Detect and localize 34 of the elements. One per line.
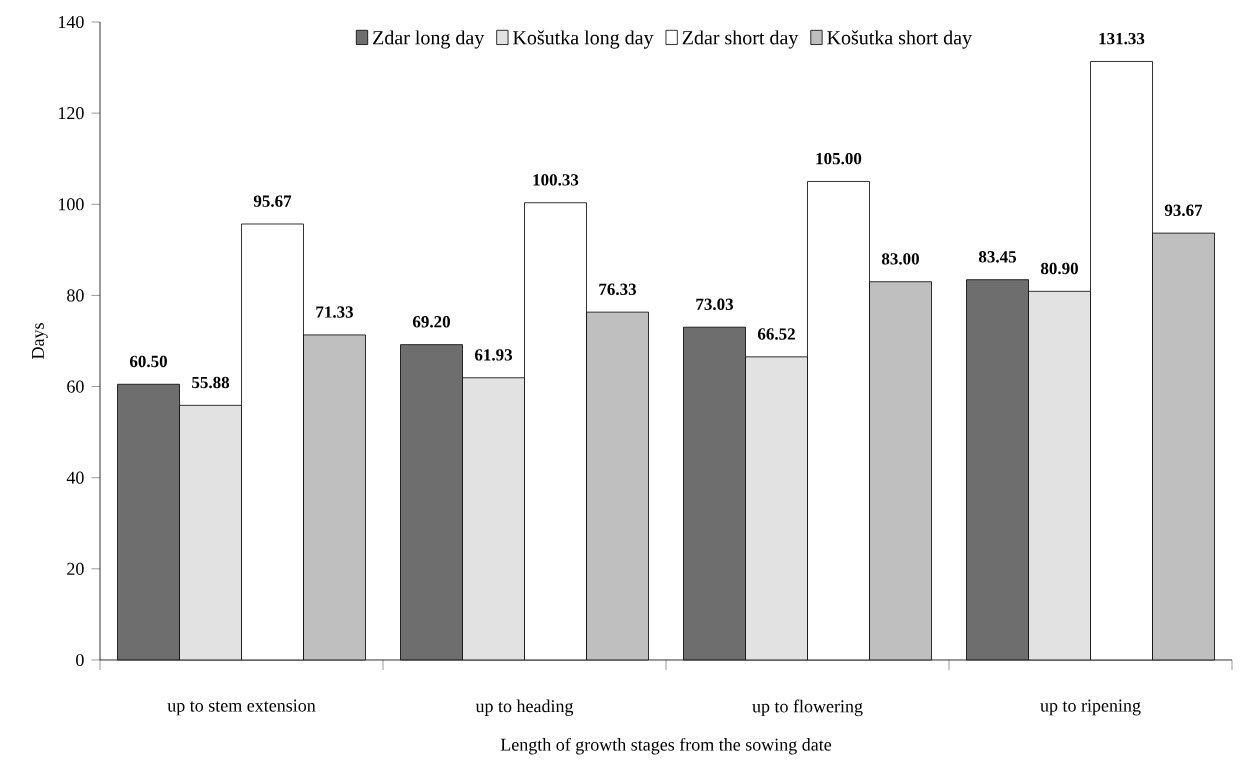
legend-label: Zdar short day xyxy=(682,30,799,49)
x-tick-label: up to heading xyxy=(475,699,574,716)
x-tick-label: up to ripening xyxy=(1040,699,1141,716)
y-tick-label: 120 xyxy=(58,107,84,120)
y-tick-label: 60 xyxy=(67,380,84,393)
legend-label: Zdar long day xyxy=(373,30,485,49)
x-axis-title: Length of growth stages from the sowing date xyxy=(500,737,832,755)
legend-label: Košutka long day xyxy=(513,30,654,49)
y-tick-label: 20 xyxy=(67,562,84,575)
x-tick-label: up to stem extension xyxy=(167,699,316,716)
data-label: 76.33 xyxy=(599,283,637,296)
y-tick-label: 100 xyxy=(58,198,84,211)
y-axis-title: Days xyxy=(31,323,48,359)
data-label: 73.03 xyxy=(696,298,734,311)
data-label: 71.33 xyxy=(316,306,354,318)
data-label: 105.00 xyxy=(816,152,862,165)
data-label: 93.67 xyxy=(1164,204,1203,217)
y-tick-label: 40 xyxy=(66,471,84,484)
data-label: 95.67 xyxy=(253,195,292,207)
data-label: 100.33 xyxy=(533,174,579,186)
data-label: 69.20 xyxy=(412,316,450,328)
y-tick-label: 140 xyxy=(58,15,84,29)
data-label: 61.93 xyxy=(474,349,513,361)
data-label: 83.45 xyxy=(978,251,1017,263)
data-label: 60.50 xyxy=(129,355,167,368)
data-label: 131.33 xyxy=(1099,32,1145,45)
y-tick-label: 80 xyxy=(67,289,84,302)
data-label: 55.88 xyxy=(192,376,230,389)
legend-label: Košutka short day xyxy=(827,30,973,49)
data-label: 83.00 xyxy=(881,253,919,265)
x-tick-label: up to flowering xyxy=(752,699,863,717)
data-label: 80.90 xyxy=(1040,262,1078,275)
y-tick-label: 0 xyxy=(76,653,84,667)
data-label: 66.52 xyxy=(757,328,795,340)
